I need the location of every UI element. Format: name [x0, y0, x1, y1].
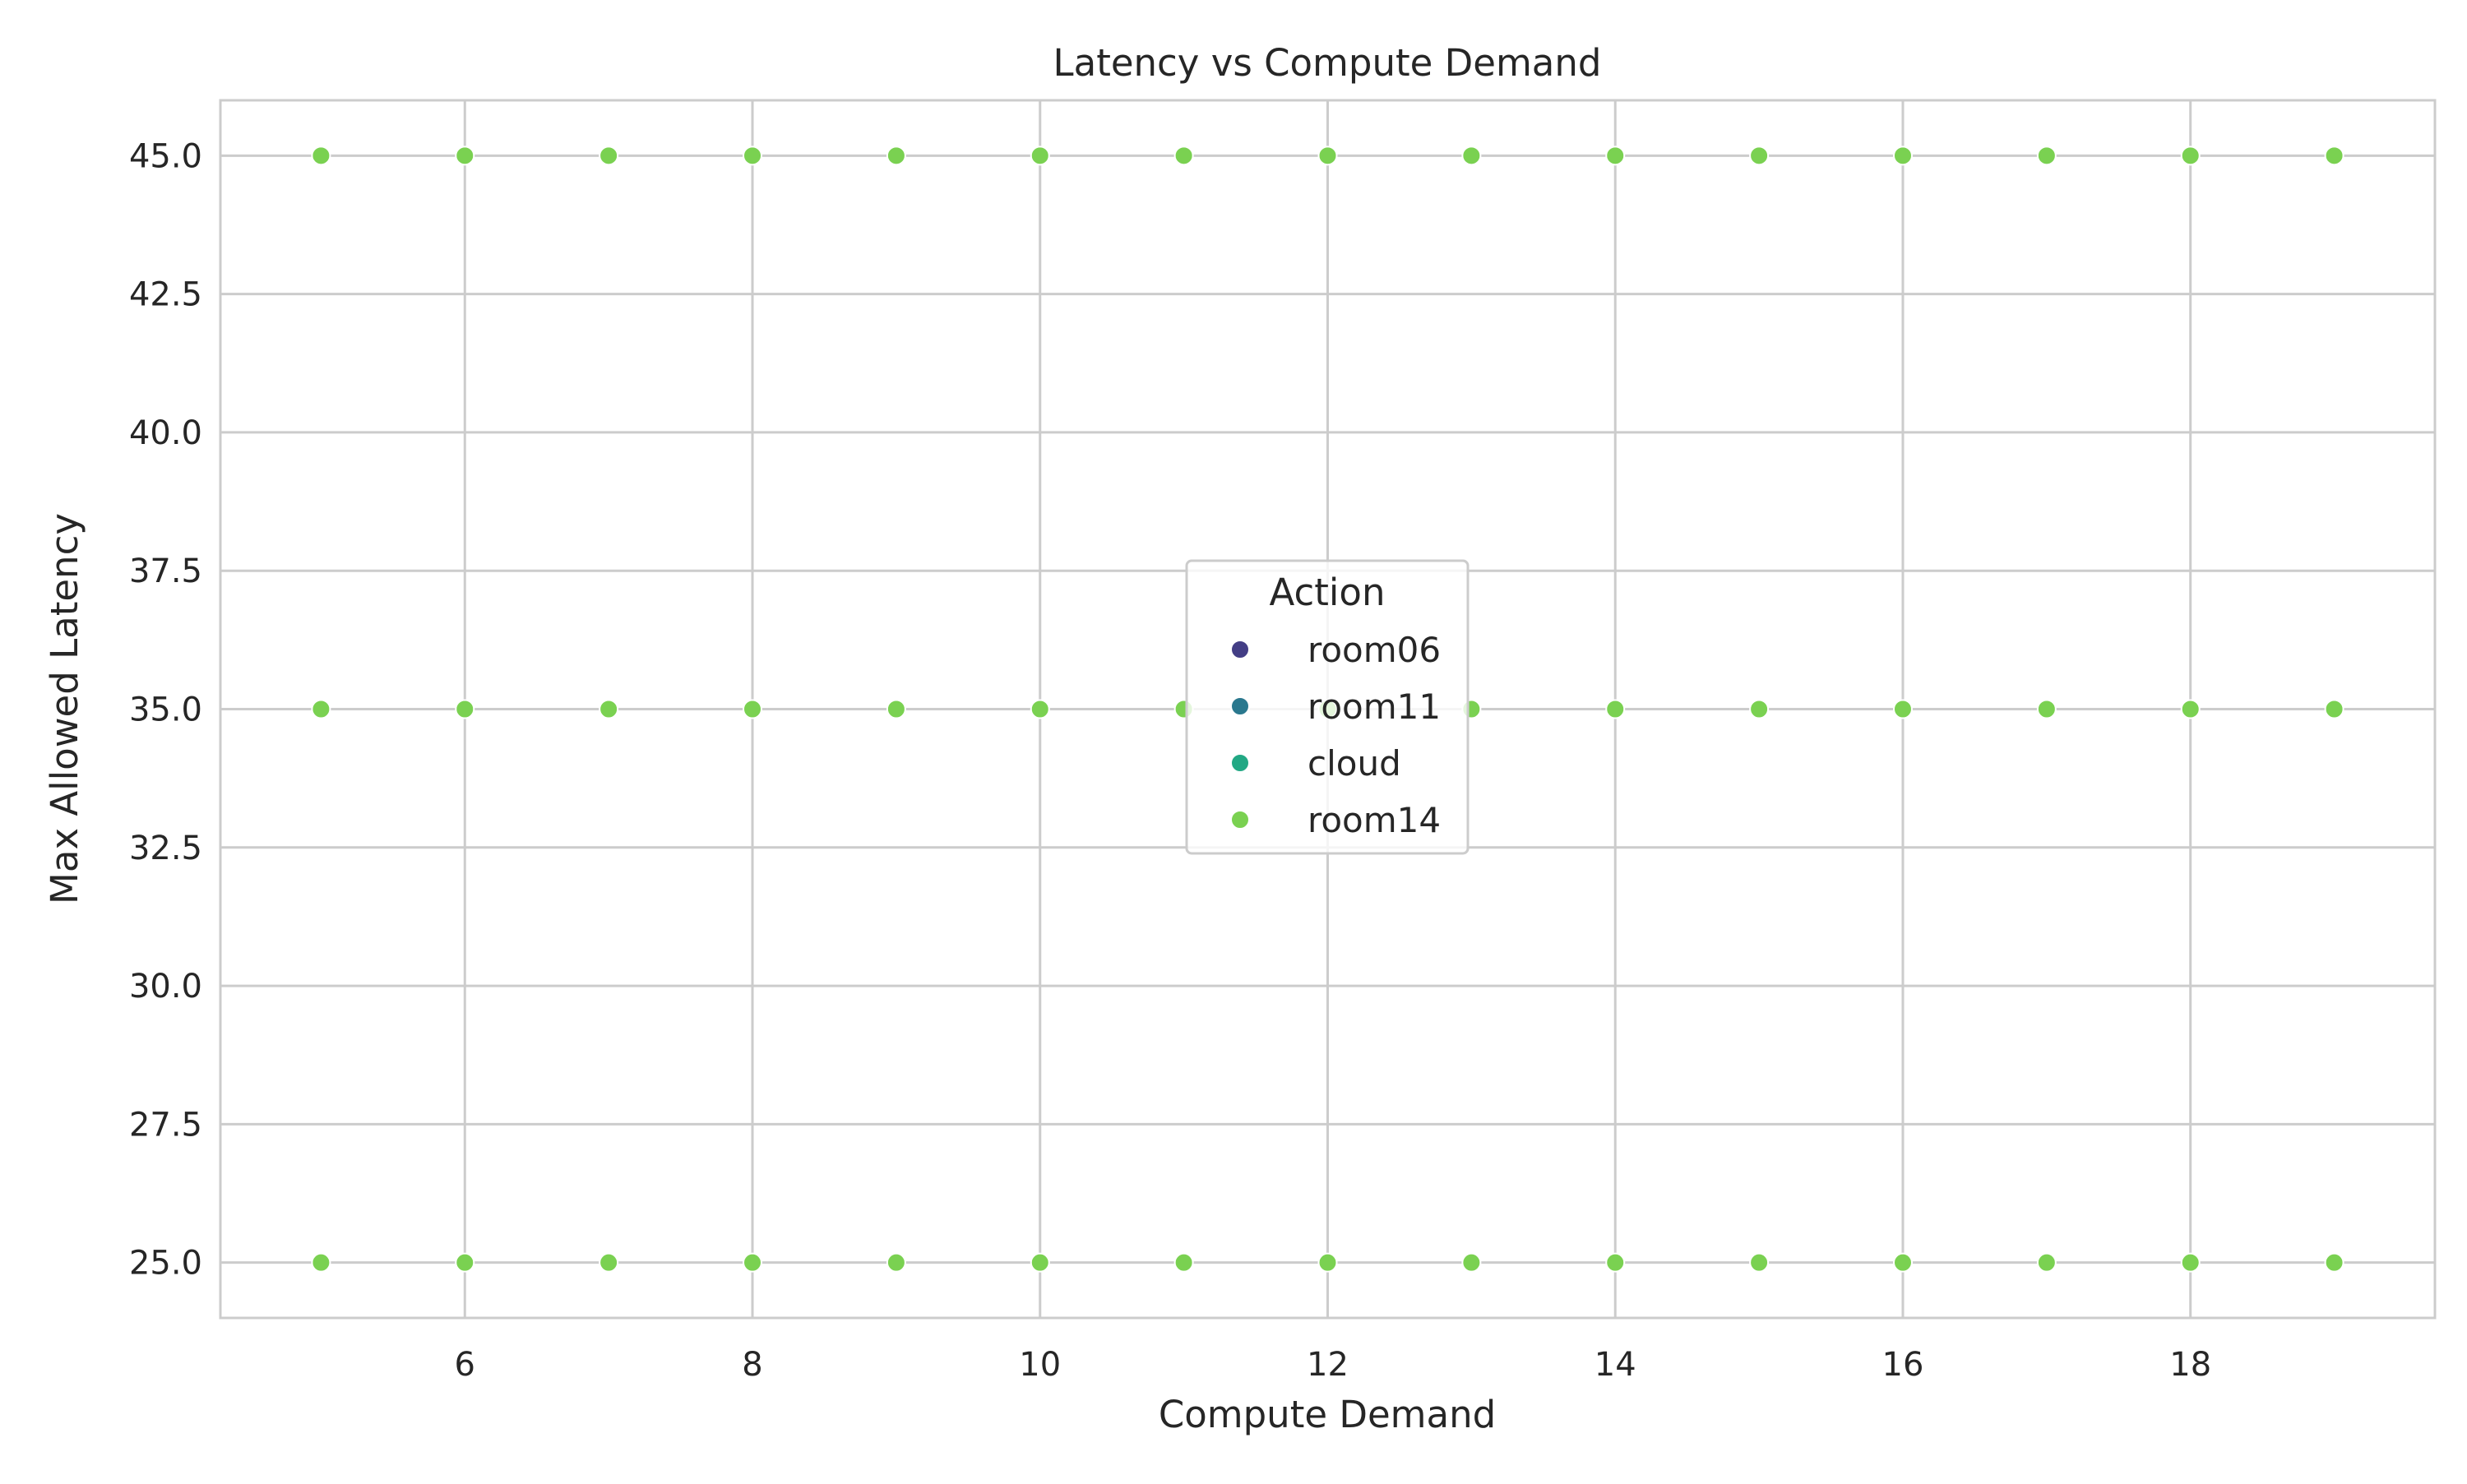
y-tick-label: 35.0 — [129, 691, 202, 729]
data-point-room14 — [886, 699, 906, 719]
data-point-room14 — [2036, 146, 2057, 166]
data-point-room14 — [2180, 1252, 2201, 1273]
x-tick-label: 12 — [1307, 1346, 1349, 1384]
legend-title: Action — [1270, 571, 1386, 614]
legend-box — [1185, 559, 1470, 855]
data-point-room14 — [743, 146, 763, 166]
x-tick-labels: 6 8 10 12 14 16 18 — [455, 1346, 2212, 1384]
y-tick-label: 40.0 — [129, 414, 202, 452]
y-axis-title: Max Allowed Latency — [43, 513, 86, 904]
chart-title: Latency vs Compute Demand — [1053, 41, 1602, 85]
data-point-room14 — [1605, 699, 1626, 719]
data-point-room14 — [599, 1252, 619, 1273]
data-point-room14 — [743, 1252, 763, 1273]
y-tick-label: 32.5 — [129, 830, 202, 867]
legend-marker-room06 — [1230, 640, 1250, 659]
y-tick-label: 37.5 — [129, 552, 202, 590]
legend-label-room11: room11 — [1308, 687, 1441, 727]
data-point-room14 — [1749, 1252, 1770, 1273]
data-point-room14 — [599, 699, 619, 719]
legend-marker-cloud — [1230, 753, 1250, 773]
data-point-room14 — [455, 1252, 475, 1273]
x-tick-label: 10 — [1019, 1346, 1061, 1384]
data-point-room14 — [743, 699, 763, 719]
data-point-room14 — [1173, 146, 1194, 166]
data-point-room14 — [2036, 1252, 2057, 1273]
data-point-room14 — [1030, 1252, 1050, 1273]
data-point-room14 — [1605, 146, 1626, 166]
x-tick-label: 14 — [1595, 1346, 1636, 1384]
data-point-room14 — [599, 146, 619, 166]
x-axis-title: Compute Demand — [1159, 1393, 1496, 1436]
data-point-room14 — [1173, 1252, 1194, 1273]
data-point-room14 — [2324, 699, 2344, 719]
data-points — [311, 146, 2344, 1273]
data-point-room14 — [1461, 1252, 1482, 1273]
y-tick-labels: 25.0 27.5 30.0 32.5 35.0 37.5 40.0 42.5 45.0 — [129, 137, 202, 1282]
data-point-room14 — [311, 699, 331, 719]
y-tick-label: 25.0 — [129, 1245, 202, 1283]
legend: Action room06 room11 cloud room14 — [1185, 559, 1470, 855]
data-point-room14 — [1605, 1252, 1626, 1273]
legend-label-room14: room14 — [1308, 800, 1441, 840]
y-tick-label: 27.5 — [129, 1106, 202, 1144]
x-tick-label: 6 — [455, 1346, 475, 1384]
legend-marker-room14 — [1230, 810, 1250, 830]
legend-label-cloud: cloud — [1308, 743, 1401, 784]
data-point-room14 — [1461, 146, 1482, 166]
data-point-room14 — [1030, 699, 1050, 719]
data-point-room14 — [311, 1252, 331, 1273]
plot-frame — [219, 99, 2437, 1320]
data-point-room14 — [1892, 1252, 1913, 1273]
data-point-room14 — [2324, 146, 2344, 166]
data-point-room14 — [1030, 146, 1050, 166]
data-point-room14 — [1317, 146, 1338, 166]
legend-marker-room11 — [1230, 696, 1250, 716]
y-tick-label: 42.5 — [129, 276, 202, 314]
y-tick-label: 45.0 — [129, 137, 202, 175]
data-point-room14 — [455, 146, 475, 166]
data-point-room14 — [1317, 1252, 1338, 1273]
data-point-room14 — [455, 699, 475, 719]
data-point-room14 — [1749, 699, 1770, 719]
data-point-room14 — [1892, 146, 1913, 166]
data-point-room14 — [1892, 699, 1913, 719]
y-tick-label: 30.0 — [129, 968, 202, 1006]
legend-label-room06: room06 — [1308, 630, 1441, 670]
legend-entries: room06 room11 cloud room14 — [1230, 630, 1441, 840]
data-point-room14 — [886, 146, 906, 166]
data-point-room14 — [2036, 699, 2057, 719]
data-point-room14 — [311, 146, 331, 166]
data-point-room14 — [1749, 146, 1770, 166]
x-tick-label: 16 — [1882, 1346, 1924, 1384]
data-point-room14 — [2180, 146, 2201, 166]
data-point-room14 — [886, 1252, 906, 1273]
x-tick-label: 18 — [2169, 1346, 2211, 1384]
data-point-room14 — [2324, 1252, 2344, 1273]
data-point-room14 — [2180, 699, 2201, 719]
x-tick-label: 8 — [742, 1346, 762, 1384]
